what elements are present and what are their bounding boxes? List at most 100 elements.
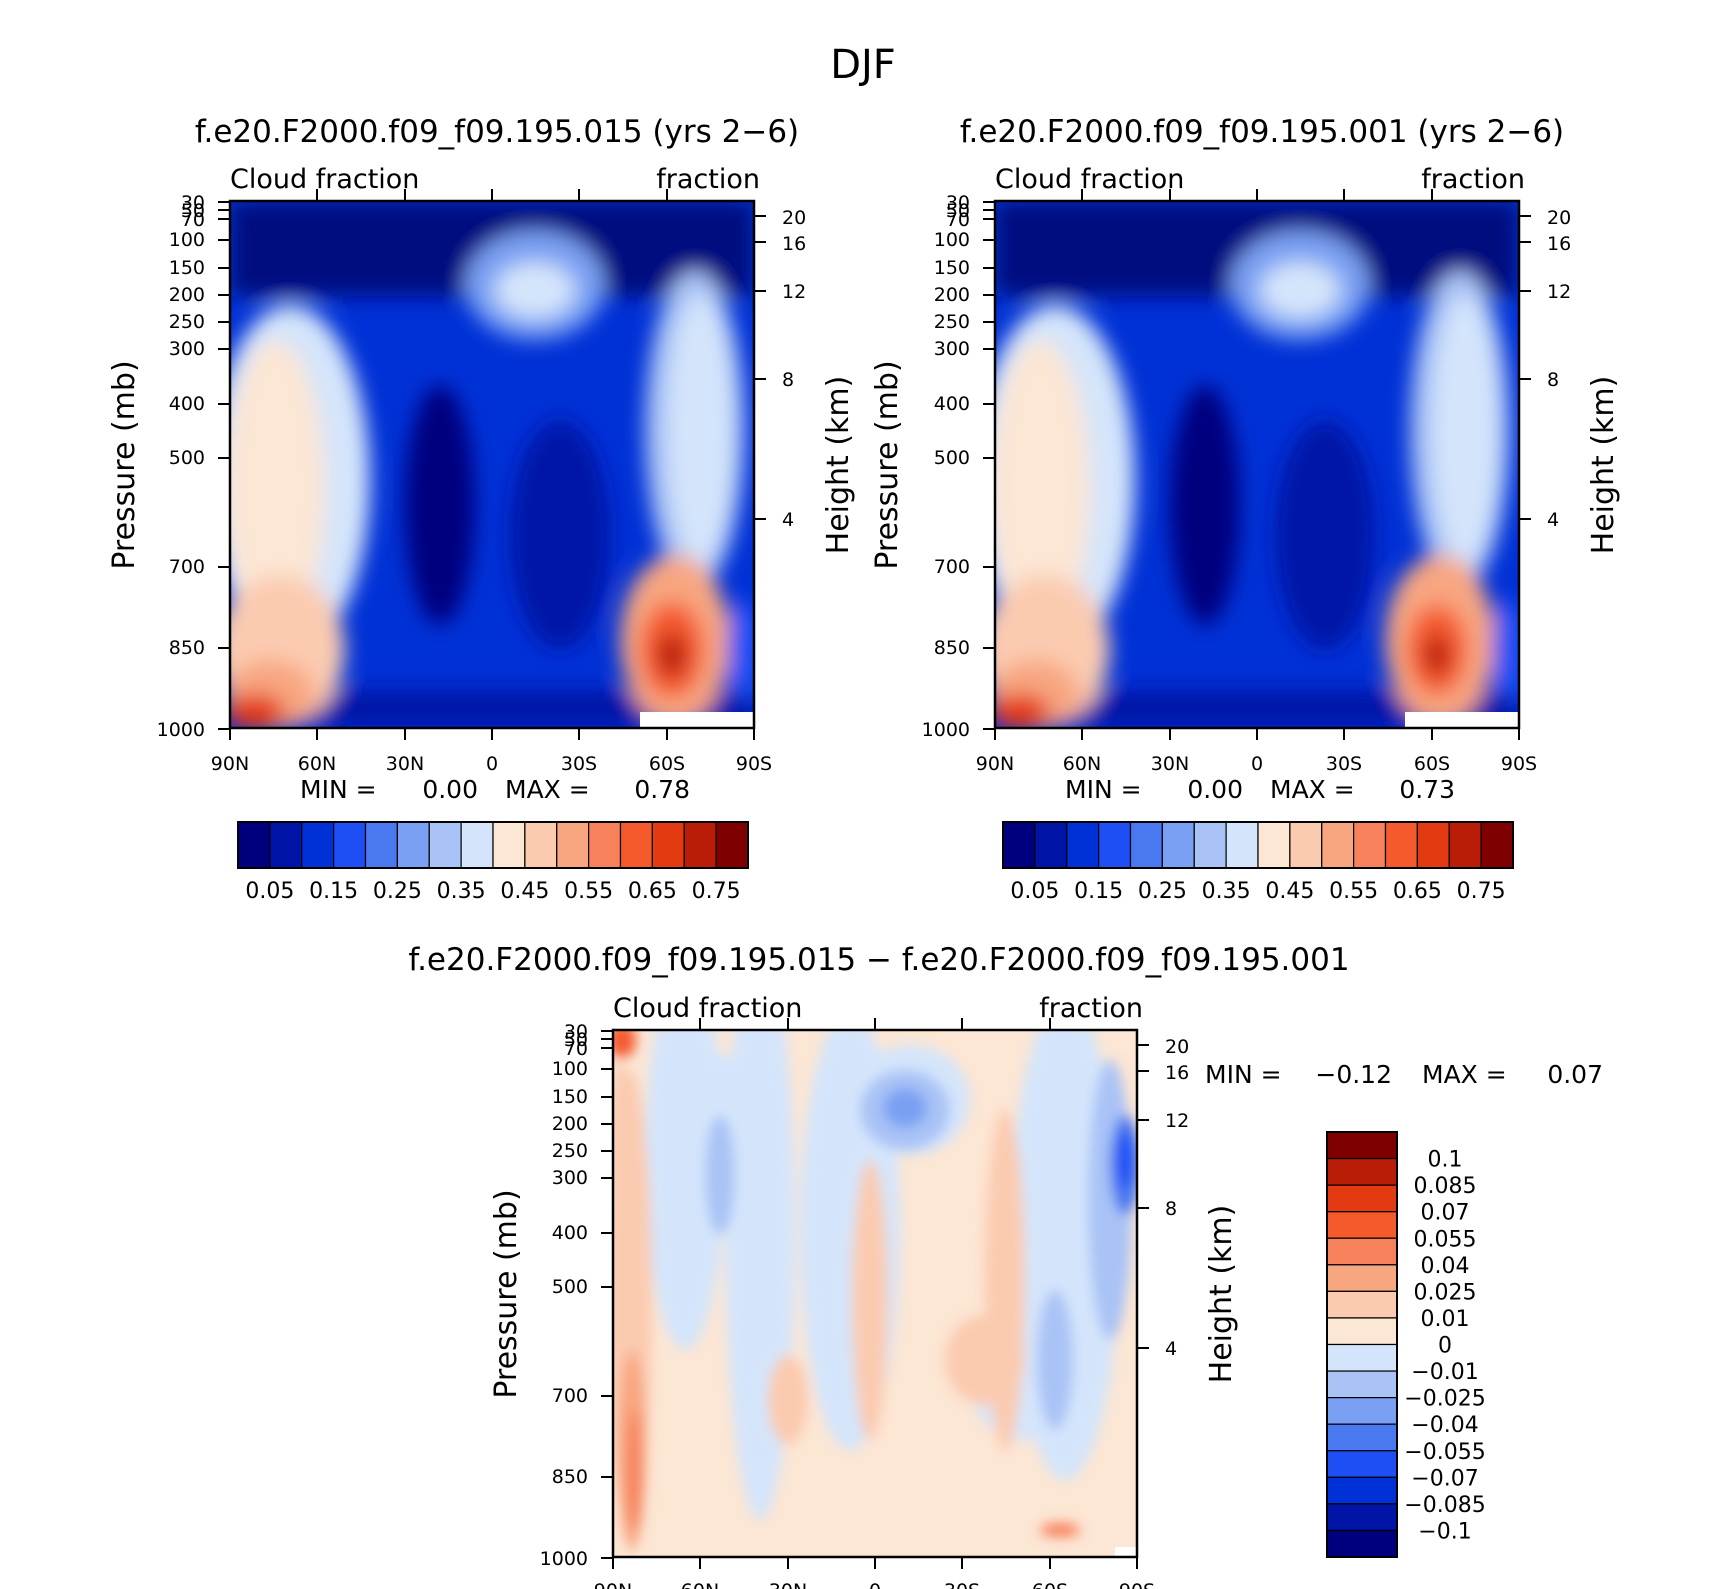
panel-2-lat-tick: 90S	[1501, 753, 1537, 775]
panel-2-pressure-tick: 250	[934, 311, 970, 333]
colorbar-label: 0.25	[1138, 879, 1187, 904]
panel-3-lat-tick: 30S	[944, 1580, 980, 1589]
panel-1-pressure-tick: 70	[181, 209, 205, 231]
colorbar-swatch	[1326, 1529, 1398, 1558]
panel-2-pressure-tick: 70	[946, 209, 970, 231]
panel-2-height-tickmarks	[1519, 215, 1531, 520]
panel-2-left-label: Cloud fraction	[995, 164, 1184, 195]
panel-2-pressure-tick: 150	[934, 257, 970, 279]
colorbar-label: −0.055	[1404, 1440, 1485, 1465]
colorbar-swatch	[1384, 821, 1418, 869]
colorbar-swatch	[1326, 1476, 1398, 1505]
colorbar-swatch	[1326, 1211, 1398, 1239]
panel-2-height-tick: 12	[1547, 281, 1571, 303]
panel-3-pressure-tick: 250	[552, 1140, 588, 1162]
panel-1-pressure-tick: 300	[169, 338, 205, 360]
panel-3-lat-tick: 60N	[681, 1580, 719, 1589]
panel-2-pressure-tickmarks	[983, 201, 995, 730]
colorbar-swatch	[364, 821, 398, 869]
panel-2-pressure-tick: 100	[934, 229, 970, 251]
panel-1-lat-tick: 30N	[386, 753, 424, 775]
colorbar-swatch	[1326, 1423, 1398, 1452]
colorbar-label: 0.01	[1421, 1307, 1470, 1332]
colorbar-swatch	[1257, 821, 1291, 869]
figure-title: DJF	[830, 42, 896, 88]
colorbar-label: 0.65	[1393, 879, 1442, 904]
colorbar-label: −0.025	[1404, 1387, 1485, 1412]
panel-3-lat-tick: 60S	[1032, 1580, 1068, 1589]
panel-2-pressure-tick: 1000	[922, 719, 970, 741]
panel-1-lat-tick: 90S	[736, 753, 772, 775]
panel-2-min-label: MIN =	[1065, 775, 1142, 804]
panel-2-pressure-tick: 30	[946, 192, 970, 214]
colorbar-swatch	[1416, 821, 1450, 869]
panel-1-max-value: 0.78	[634, 775, 690, 804]
colorbar-swatch	[1326, 1157, 1398, 1186]
panel-3-min-value: −0.12	[1315, 1060, 1392, 1089]
panel-3-pressure-tick: 400	[552, 1222, 588, 1244]
panel-2-max-value: 0.73	[1399, 775, 1455, 804]
colorbar-label: 0.04	[1421, 1254, 1470, 1279]
colorbar-label: 0.55	[564, 879, 613, 904]
panel-3-ylabel2: Height (km)	[1204, 1205, 1239, 1384]
colorbar-swatch	[1225, 821, 1259, 869]
colorbar-label: 0.15	[1074, 879, 1123, 904]
colorbar-swatch	[333, 821, 367, 869]
panel-1-field	[230, 201, 754, 728]
panel-2-lat-tickmarks	[994, 189, 1520, 740]
colorbar-swatch	[1098, 821, 1132, 869]
colorbar-swatch	[683, 821, 717, 869]
colorbar-swatch	[428, 821, 462, 869]
panel-3-lat-axis: 90N 60N 30N 0 30S 60S 90S	[594, 1018, 1155, 1589]
panel-2-pressure-tick: 50	[946, 200, 970, 222]
colorbar-swatch	[1326, 1290, 1398, 1319]
panel-2-right-label: fraction	[1421, 164, 1525, 195]
panel-3-colorbar: 0.10.0850.070.0550.040.0250.010−0.01−0.0…	[1326, 1131, 1486, 1558]
panel-3-pressure-tick: 200	[552, 1113, 588, 1135]
panel-3-title: f.e20.F2000.f09_f09.195.015 − f.e20.F200…	[408, 942, 1349, 978]
colorbar-swatch	[1002, 821, 1036, 869]
colorbar-label: 0.75	[1457, 879, 1506, 904]
colorbar-label: 0.45	[500, 879, 549, 904]
panel-2-pressure-tick: 850	[934, 637, 970, 659]
panel-1-height-tick: 4	[782, 509, 794, 531]
colorbar-swatch	[1321, 821, 1355, 869]
colorbar-swatch	[1326, 1397, 1398, 1425]
panel-1-pressure-tick: 1000	[157, 719, 205, 741]
panel-1-ylabel2: Height (km)	[821, 376, 856, 555]
colorbar-swatch	[1326, 1450, 1398, 1478]
colorbar-swatch	[524, 821, 558, 869]
panel-2-height-axis: 20 16 12 8 4	[1519, 207, 1571, 531]
panel-1-pressure-tick: 700	[169, 556, 205, 578]
colorbar-label: −0.085	[1404, 1493, 1485, 1518]
panel-1-lat-tick: 30S	[561, 753, 597, 775]
panel-1-min-value: 0.00	[422, 775, 478, 804]
panel-1-pressure-tickmarks	[218, 201, 230, 730]
panel-1-lat-tick: 90N	[211, 753, 249, 775]
colorbar-label: 0.07	[1421, 1201, 1470, 1226]
colorbar-label: 0.15	[309, 879, 358, 904]
colorbar-swatch	[1129, 821, 1163, 869]
panel-3-ylabel: Pressure (mb)	[489, 1189, 524, 1398]
colorbar-swatch	[1326, 1317, 1398, 1346]
panel-3-pressure-tick: 1000	[540, 1548, 588, 1570]
panel-1-lat-tick: 60S	[649, 753, 685, 775]
panel-2: f.e20.F2000.f09_f09.195.001 (yrs 2−6) Cl…	[870, 114, 1621, 904]
panel-2-pressure-tick: 400	[934, 393, 970, 415]
colorbar-label: 0.055	[1414, 1227, 1477, 1252]
panel-2-height-tick: 16	[1547, 233, 1571, 255]
colorbar-swatch	[1326, 1343, 1398, 1372]
panel-2-title: f.e20.F2000.f09_f09.195.001 (yrs 2−6)	[960, 114, 1564, 150]
panel-2-lat-axis: 90N 60N 30N 0 30S 60S 90S	[976, 189, 1537, 775]
panel-1-height-axis: 20 16 12 8 4	[754, 207, 806, 531]
colorbar-swatch	[1448, 821, 1482, 869]
panel-2-pressure-tick: 700	[934, 556, 970, 578]
panel-3-height-tickmarks	[1137, 1044, 1149, 1349]
panel-1-title: f.e20.F2000.f09_f09.195.015 (yrs 2−6)	[195, 114, 799, 150]
colorbar-label: 0.05	[1010, 879, 1059, 904]
panel-2-lat-tick: 60N	[1063, 753, 1101, 775]
colorbar-swatch	[556, 821, 590, 869]
panel-1-lat-tick: 0	[486, 753, 498, 775]
colorbar-swatch	[1066, 821, 1100, 869]
panel-3-lat-tick: 0	[869, 1580, 881, 1589]
